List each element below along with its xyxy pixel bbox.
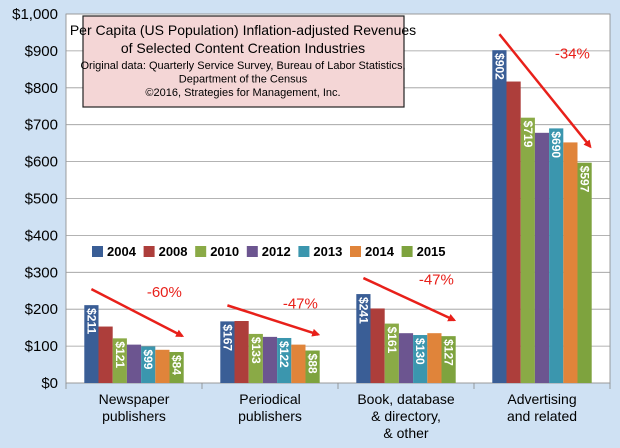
legend-label: 2010: [210, 244, 239, 259]
bar-value-label: $719: [521, 121, 535, 148]
y-tick-label: $300: [25, 264, 58, 281]
bar: [520, 117, 535, 384]
legend-label: 2013: [313, 244, 342, 259]
chart-title: Per Capita (US Population) Inflation-adj…: [70, 22, 416, 38]
bar: [248, 333, 263, 383]
category-label: Book, database: [357, 391, 455, 407]
category-label: publishers: [238, 408, 302, 424]
percent-change-label: -60%: [147, 284, 182, 301]
bar: [356, 294, 371, 383]
category-label: Advertising: [507, 391, 576, 407]
percent-change-label: -34%: [555, 45, 590, 62]
bar: [169, 352, 184, 383]
decline-arrow: [498, 33, 592, 149]
bar: [155, 349, 170, 383]
y-tick-label: $800: [25, 80, 58, 97]
bar: [427, 333, 442, 383]
bar-value-label: $597: [578, 166, 592, 193]
legend-swatch: [298, 246, 310, 257]
bar: [577, 162, 592, 383]
bar-value-label: $99: [141, 349, 155, 369]
bar: [534, 132, 550, 383]
bar-value-label: $84: [170, 355, 184, 375]
bar: [441, 336, 456, 383]
legend-label: 2015: [417, 244, 446, 259]
decline-arrow: [90, 288, 185, 338]
y-tick-label: $400: [25, 227, 58, 244]
bar: [398, 333, 414, 383]
bar: [141, 346, 156, 383]
bar: [234, 321, 249, 383]
chart-subtitle: ©2016, Strategies for Management, Inc.: [145, 87, 340, 99]
legend-swatch: [350, 246, 361, 257]
decline-arrow: [227, 304, 321, 337]
percent-change-label: -47%: [283, 296, 318, 313]
chart-title-line2: of Selected Content Creation Industries: [121, 40, 365, 56]
decline-arrow: [362, 276, 457, 322]
chart-subtitle: Original data: Quarterly Service Survey,…: [80, 60, 405, 72]
bar: [549, 128, 564, 383]
bar: [277, 337, 292, 383]
category-label: Periodical: [239, 391, 300, 407]
bar: [291, 344, 306, 383]
bar-value-label: $88: [306, 354, 320, 374]
y-tick-label: $100: [25, 338, 58, 355]
category-label: & directory,: [371, 408, 441, 424]
y-tick-label: $700: [25, 117, 58, 134]
bar-value-label: $241: [356, 297, 370, 324]
bar: [413, 335, 428, 383]
category-label: Newspaper: [99, 391, 170, 407]
y-tick-label: $1,000: [12, 6, 58, 23]
legend-label: 2008: [159, 244, 188, 259]
legend-swatch: [401, 246, 413, 257]
chart-subtitle: Department of the Census: [179, 74, 308, 86]
legend-swatch: [195, 246, 207, 257]
y-tick-label: $500: [25, 191, 58, 208]
bar-value-label: $161: [385, 327, 399, 354]
bar: [112, 338, 127, 383]
bar-value-label: $211: [84, 308, 98, 334]
percent-change-label: -47%: [419, 272, 454, 289]
bar: [220, 321, 235, 383]
bar: [84, 305, 99, 383]
category-label: and related: [507, 408, 577, 424]
bar: [563, 142, 578, 383]
y-tick-label: $600: [25, 154, 58, 171]
bar-value-label: $690: [549, 131, 563, 158]
legend-label: 2004: [107, 244, 137, 259]
y-tick-label: $900: [25, 43, 58, 60]
bar-value-label: $121: [113, 341, 127, 368]
legend-label: 2014: [365, 244, 395, 259]
category-label: publishers: [102, 408, 166, 424]
legend-label: 2012: [262, 244, 291, 259]
bar-value-label: $167: [220, 324, 234, 351]
bar: [98, 326, 113, 383]
bar-value-label: $122: [277, 341, 291, 368]
y-tick-label: $200: [25, 301, 58, 318]
bar-value-label: $127: [442, 339, 456, 366]
bar: [492, 50, 507, 384]
legend-swatch: [246, 246, 258, 257]
title-box: [82, 15, 405, 108]
bar-value-label: $902: [492, 53, 506, 80]
bar: [126, 344, 142, 383]
bar: [370, 308, 385, 383]
bar: [305, 350, 320, 383]
bar: [262, 336, 278, 383]
legend-swatch: [143, 246, 155, 257]
bar: [506, 81, 521, 383]
bar-value-label: $130: [413, 338, 427, 365]
legend-swatch: [92, 246, 103, 257]
y-tick-label: $0: [41, 375, 58, 392]
category-label: & other: [383, 425, 428, 441]
bar: [384, 323, 399, 383]
bar-value-label: $133: [249, 337, 263, 364]
